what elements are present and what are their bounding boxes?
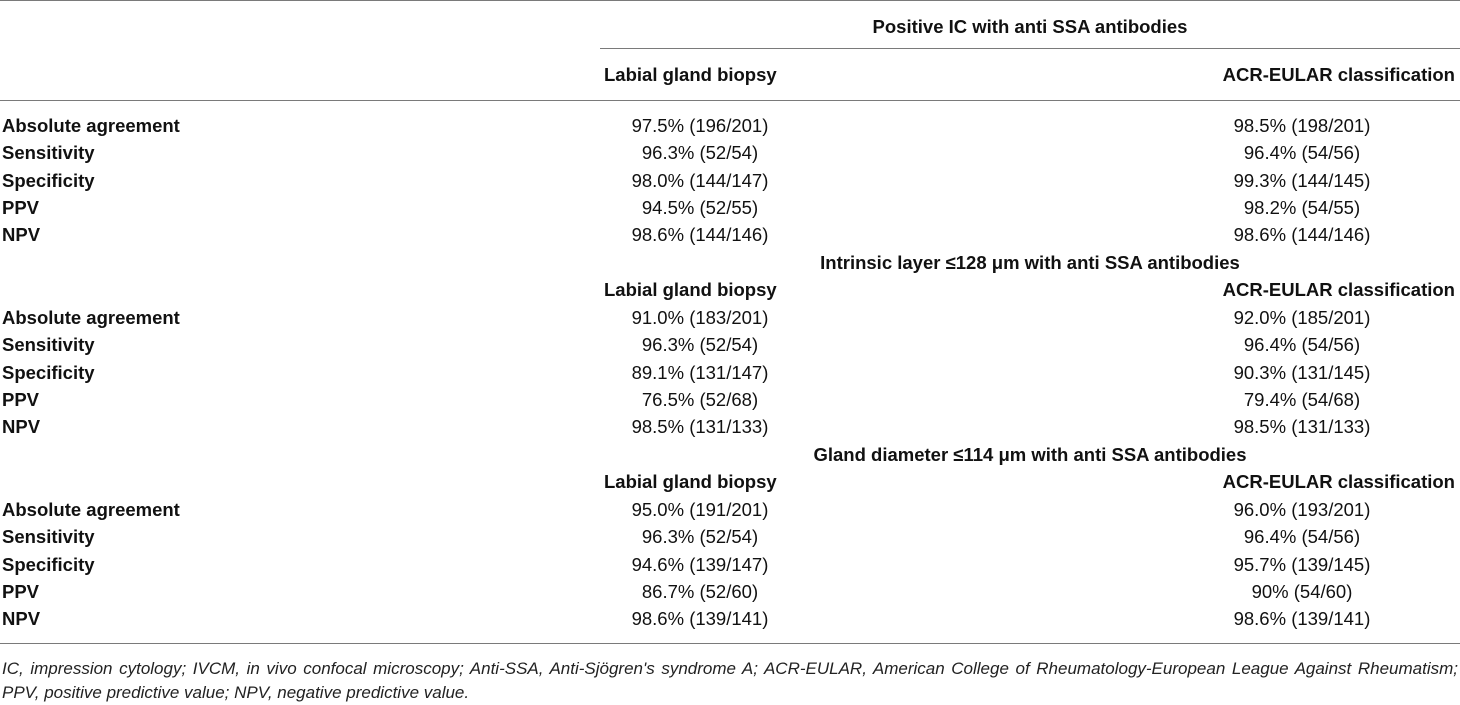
cell-acr: 96.4% (54/56) — [1243, 526, 1361, 547]
cell-acr: 92.0% (185/201) — [1233, 307, 1371, 328]
cell-labial: 96.3% (52/54) — [641, 334, 759, 355]
table-top-rule — [0, 0, 1460, 1]
col-header-acr-1: ACR-EULAR classification — [1222, 64, 1455, 85]
cell-labial: 91.0% (183/201) — [631, 307, 769, 328]
row-label: NPV — [2, 224, 41, 245]
cell-labial: 98.6% (144/146) — [631, 224, 769, 245]
cell-acr: 98.5% (131/133) — [1233, 416, 1371, 437]
cell-acr: 95.7% (139/145) — [1233, 554, 1371, 575]
cell-acr: 96.0% (193/201) — [1233, 499, 1371, 520]
cell-labial: 96.3% (52/54) — [641, 526, 759, 547]
row-label: Specificity — [2, 170, 95, 191]
group-title-2: Intrinsic layer ≤128 μm with anti SSA an… — [820, 252, 1240, 273]
row-label: PPV — [2, 581, 40, 602]
cell-acr: 90.3% (131/145) — [1233, 362, 1371, 383]
cell-labial: 98.0% (144/147) — [631, 170, 769, 191]
cell-labial: 98.5% (131/133) — [631, 416, 769, 437]
cell-acr: 79.4% (54/68) — [1243, 389, 1361, 410]
row-label: Sensitivity — [2, 334, 95, 355]
row-label: Specificity — [2, 362, 95, 383]
row-label: Absolute agreement — [2, 307, 180, 328]
cell-acr: 98.6% (144/146) — [1233, 224, 1371, 245]
group-title-3: Gland diameter ≤114 μm with anti SSA ant… — [813, 444, 1247, 465]
col-header-acr-2: ACR-EULAR classification — [1222, 279, 1455, 300]
row-label: Absolute agreement — [2, 499, 180, 520]
cell-labial: 95.0% (191/201) — [631, 499, 769, 520]
row-label: Absolute agreement — [2, 115, 180, 136]
col-header-acr-3: ACR-EULAR classification — [1222, 471, 1455, 492]
row-label: NPV — [2, 608, 41, 629]
col-header-labial-2: Labial gland biopsy — [604, 279, 777, 300]
cell-acr: 96.4% (54/56) — [1243, 334, 1361, 355]
cell-acr: 98.6% (139/141) — [1233, 608, 1371, 629]
cell-acr: 98.5% (198/201) — [1233, 115, 1371, 136]
row-label: PPV — [2, 197, 40, 218]
table-footnote: IC, impression cytology; IVCM, in vivo c… — [2, 659, 1458, 702]
header-spanner-rule — [600, 48, 1460, 49]
cell-labial: 98.6% (139/141) — [631, 608, 769, 629]
row-label: PPV — [2, 389, 40, 410]
cell-labial: 76.5% (52/68) — [641, 389, 759, 410]
row-label: NPV — [2, 416, 41, 437]
cell-acr: 99.3% (144/145) — [1233, 170, 1371, 191]
cell-labial: 86.7% (52/60) — [641, 581, 759, 602]
cell-labial: 96.3% (52/54) — [641, 142, 759, 163]
header-bottom-rule — [0, 100, 1460, 101]
table-bottom-rule — [0, 643, 1460, 644]
col-header-labial-3: Labial gland biopsy — [604, 471, 777, 492]
col-header-labial-1: Labial gland biopsy — [604, 64, 777, 85]
cell-labial: 94.5% (52/55) — [641, 197, 759, 218]
cell-labial: 89.1% (131/147) — [631, 362, 769, 383]
cell-labial: 94.6% (139/147) — [631, 554, 769, 575]
cell-acr: 98.2% (54/55) — [1243, 197, 1361, 218]
row-label: Specificity — [2, 554, 95, 575]
cell-acr: 90% (54/60) — [1251, 581, 1353, 602]
row-label: Sensitivity — [2, 526, 95, 547]
row-label: Sensitivity — [2, 142, 95, 163]
group-title-1: Positive IC with anti SSA antibodies — [872, 16, 1188, 37]
cell-labial: 97.5% (196/201) — [631, 115, 769, 136]
cell-acr: 96.4% (54/56) — [1243, 142, 1361, 163]
